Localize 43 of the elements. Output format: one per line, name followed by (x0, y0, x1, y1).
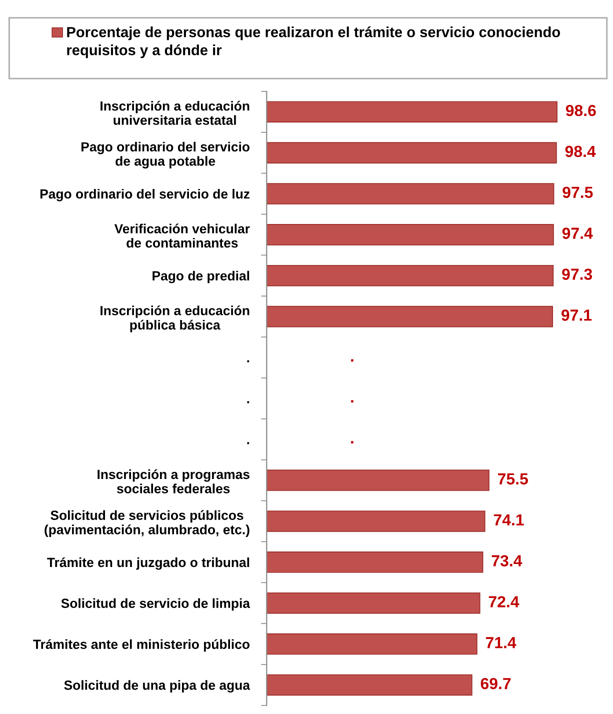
y-tick-label: . (247, 442, 250, 444)
text: . (351, 359, 354, 362)
bar (266, 142, 557, 164)
text: . (351, 441, 354, 444)
y-tick-label: Pago de predial (152, 270, 250, 284)
y-tick-label: Inscripción a programas sociales federales (98, 469, 250, 494)
bar (266, 306, 554, 328)
y-tick-label: . (247, 401, 250, 404)
data-label: 97.5 (562, 186, 593, 198)
data-label: 75.5 (498, 473, 528, 485)
bar (266, 674, 472, 696)
data-label: 69.7 (480, 678, 511, 690)
bar (266, 224, 554, 246)
y-tick-label: Verificación vehicular de contaminantes (114, 224, 250, 248)
y-tick-label: Inscripción a educación universitaria estatal (100, 100, 250, 125)
y-tick-label: Trámites ante el ministerio público (33, 639, 250, 652)
data-label: 98.4 (565, 146, 596, 158)
bar (266, 592, 480, 614)
data-label: 97.3 (562, 268, 592, 280)
y-tick-label: . (247, 360, 250, 362)
y-tick-label: Pago ordinario del servicio de agua potable (82, 142, 250, 168)
y-tick-label: Solicitud de una pipa de agua (64, 680, 250, 693)
y-tick-label: Solicitud de servicios públicos (pavimentación, alumbrado, etc.) (44, 510, 250, 537)
legend-label: Porcentaje de personas que realizaron el trámite o servicio conociendo requisitos y a dónde ir (67, 26, 560, 58)
bar (266, 552, 484, 573)
data-label: 97.1 (561, 310, 592, 321)
bar (266, 633, 478, 655)
y-tick-label: Trámite en un juzgado o tribunal (47, 557, 250, 570)
data-label: 98.6 (566, 104, 596, 116)
data-label: 71.4 (486, 637, 516, 648)
bar (266, 264, 554, 286)
data-label: 72.4 (488, 596, 520, 608)
bar (266, 510, 486, 532)
y-tick-label: Inscripción a educación pública básica (100, 305, 250, 332)
data-label: 73.4 (492, 555, 522, 566)
bar (266, 101, 558, 123)
data-label: 97.4 (562, 228, 593, 239)
y-tick-label: Solicitud de servicio de limpia (61, 598, 250, 611)
data-label: 74.1 (494, 514, 524, 526)
y-tick-label: Pago ordinario del servicio de luz (40, 188, 250, 202)
bar (266, 183, 554, 204)
bar (266, 470, 490, 491)
text: . (351, 400, 354, 403)
